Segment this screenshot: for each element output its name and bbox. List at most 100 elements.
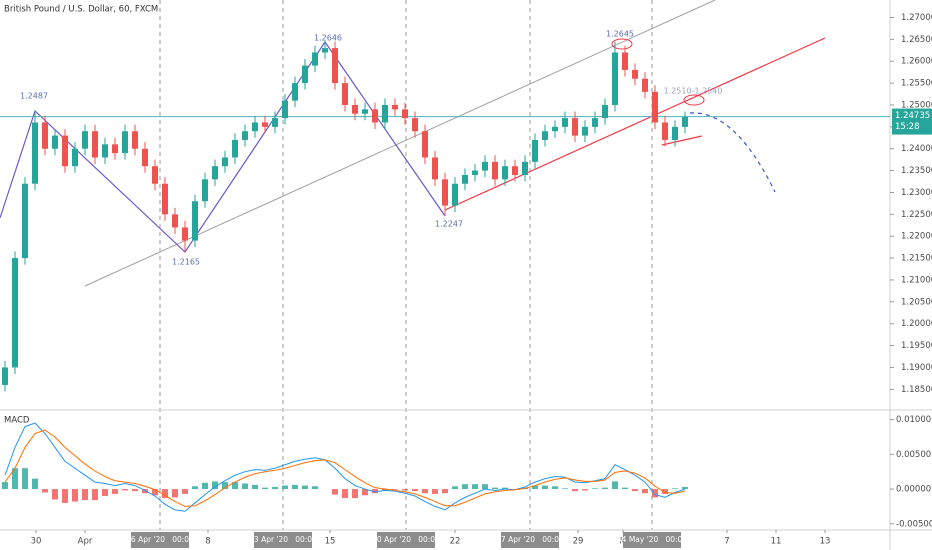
histogram-bar: [662, 489, 668, 494]
annotation: 1.2645: [606, 30, 634, 39]
candle-body: [2, 367, 8, 385]
candle-body: [642, 78, 648, 92]
candle-body: [32, 122, 38, 184]
histogram-bar: [312, 486, 318, 490]
time-label-box: [501, 532, 559, 548]
candle-body: [172, 214, 178, 228]
candle-body: [562, 118, 568, 127]
x-tick-label: 06 Apr '20 00:00: [126, 535, 194, 544]
candle-body: [182, 227, 188, 241]
histogram-bar: [362, 489, 368, 496]
histogram-bar: [292, 484, 298, 490]
time-label-box: [377, 532, 435, 548]
y-tick-label: 1.22500: [901, 210, 932, 220]
histogram-bar: [532, 485, 538, 490]
annotation: 1.2165: [172, 258, 200, 267]
histogram-bar: [642, 489, 648, 494]
candle-body: [542, 131, 548, 140]
price-tag: [892, 108, 932, 135]
candle-body: [492, 161, 498, 180]
candle-body: [552, 126, 558, 132]
annotation: 1.2247: [435, 220, 463, 229]
candle-body: [412, 118, 418, 132]
x-tick-label: 15: [325, 537, 336, 547]
y-tick-label: 1.19000: [901, 363, 932, 373]
x-tick-label: Apr: [78, 537, 93, 547]
y-tick-label: 1.20000: [901, 319, 932, 329]
histogram-bar: [432, 489, 438, 494]
x-tick-label: 8: [205, 537, 210, 547]
candle-body: [682, 116, 688, 127]
y-tick-label: 1.26500: [901, 35, 932, 45]
support-line: [444, 37, 826, 211]
y-tick-label: 0.00500: [896, 450, 931, 460]
y-tick-label: 1.24000: [901, 144, 932, 154]
histogram-bar: [72, 489, 78, 502]
price-tag-label: 1.24735: [895, 111, 930, 121]
candle-body: [322, 48, 328, 53]
histogram-bar: [102, 489, 108, 496]
candle-body: [502, 166, 508, 180]
candle-body: [272, 118, 278, 127]
histogram-bar: [162, 489, 168, 499]
candle-body: [522, 161, 528, 175]
candle-body: [602, 104, 608, 119]
histogram-bar: [622, 487, 628, 490]
histogram-bar: [202, 482, 208, 490]
histogram-bar: [502, 487, 508, 490]
y-tick-label: 1.27000: [901, 13, 932, 23]
candle-body: [472, 170, 478, 175]
time-label-box: [623, 532, 681, 548]
histogram-bar: [182, 489, 188, 494]
histogram-bar: [442, 489, 448, 494]
candle-body: [432, 157, 438, 180]
histogram-bar: [252, 484, 258, 490]
histogram-bar: [272, 486, 278, 490]
histogram-bar: [92, 489, 98, 501]
candle-body: [482, 161, 488, 171]
candle-body: [162, 183, 168, 215]
candle-body: [252, 122, 258, 132]
histogram-bar: [612, 481, 618, 490]
histogram-bar: [652, 489, 658, 498]
candle-body: [332, 48, 338, 84]
candle-body: [362, 109, 368, 114]
histogram-bar: [132, 489, 138, 492]
y-tick-label: -0.00500: [896, 519, 932, 529]
histogram-bar: [82, 489, 88, 501]
y-tick-label: 1.22000: [901, 232, 932, 242]
histogram-bar: [112, 489, 118, 494]
candle-body: [452, 183, 458, 206]
candle-body: [12, 258, 18, 368]
candle-body: [352, 104, 358, 114]
wedge-line: [661, 135, 703, 146]
histogram-bar: [12, 468, 18, 490]
histogram-bar: [452, 486, 458, 490]
marker-ellipse: [611, 38, 633, 50]
x-tick-label: 29: [573, 537, 584, 547]
candle-body: [142, 148, 148, 167]
candle-body: [132, 131, 138, 149]
drawings: [0, 0, 826, 287]
x-tick-label: 7: [724, 537, 729, 547]
candle-body: [612, 52, 618, 105]
histogram-bar: [372, 489, 378, 494]
histogram-bar: [492, 487, 498, 490]
histogram-bar: [242, 483, 248, 490]
candle-body: [632, 69, 638, 79]
histogram-bar: [332, 489, 338, 495]
x-tick-label: 27 Apr '20 00:00: [496, 535, 564, 544]
candle-body: [212, 166, 218, 180]
candle-body: [262, 122, 268, 127]
candle-body: [392, 104, 398, 110]
trend-channel: [84, 0, 716, 287]
candle-body: [462, 174, 468, 184]
candle-body: [592, 118, 598, 127]
candle-body: [282, 100, 288, 119]
histogram-bar: [402, 489, 408, 491]
y-tick-label: 1.21000: [901, 275, 932, 285]
histogram-bar: [302, 485, 308, 490]
histogram-bar: [542, 485, 548, 490]
histogram-bar: [262, 487, 268, 490]
